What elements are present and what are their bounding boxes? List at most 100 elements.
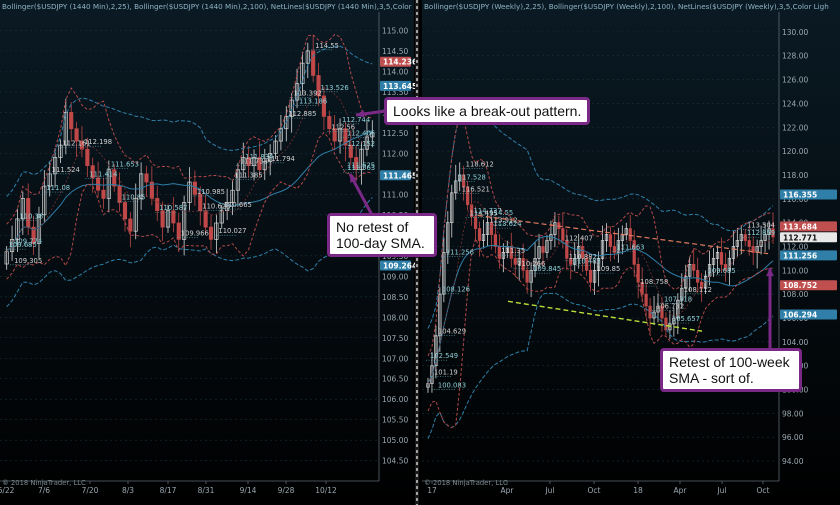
level-label: 110.483 xyxy=(573,258,601,266)
candle-body xyxy=(176,222,181,240)
level-label: 118.612 xyxy=(466,161,494,169)
level-label: 110.985 xyxy=(197,188,225,196)
candle-body xyxy=(700,281,704,289)
y-tick-label: 107.00 xyxy=(382,354,408,363)
outer-band-lower xyxy=(6,197,373,308)
y-tick-label: 98.00 xyxy=(782,409,804,418)
level-label: 104.629 xyxy=(438,327,466,335)
sma-long xyxy=(427,235,774,384)
price-tag-label: 106.294 xyxy=(783,311,817,320)
candle-body xyxy=(446,222,450,253)
candle-body xyxy=(771,228,775,238)
level-label: 113.624 xyxy=(493,220,521,228)
level-label: 114.737 xyxy=(474,207,502,215)
inner-band-lower xyxy=(427,237,774,429)
y-tick-label: 118.00 xyxy=(782,171,808,180)
candle-body xyxy=(668,323,672,331)
candle-body xyxy=(225,202,230,212)
level-label: 112.161 xyxy=(62,140,90,148)
level-label: 114.495 xyxy=(470,210,498,218)
candle-body xyxy=(553,222,557,235)
candle-body xyxy=(545,240,549,253)
candle-body xyxy=(316,75,321,97)
arrow-retest-week-head xyxy=(766,268,774,277)
level-label: 109.685 xyxy=(708,267,736,275)
candle-body xyxy=(616,240,620,253)
price-tag-label: 111.465 xyxy=(383,171,417,180)
candle-body xyxy=(529,269,533,283)
y-tick-label: 108.50 xyxy=(382,293,408,302)
candle-body xyxy=(525,269,529,283)
candle-body xyxy=(660,305,664,319)
candle-body xyxy=(485,222,490,235)
price-tag-label: 109.264 xyxy=(383,261,417,270)
y-tick-label: 120.00 xyxy=(782,147,808,156)
candle-body xyxy=(454,180,458,194)
level-label: 117.528 xyxy=(458,174,486,182)
level-label: 111.08 xyxy=(46,184,70,192)
candle-body xyxy=(632,240,636,265)
x-tick-label: 7/20 xyxy=(82,486,99,495)
price-tag xyxy=(780,189,837,200)
candle-body xyxy=(139,173,144,199)
candle-body xyxy=(343,128,348,146)
x-tick-label: 6/22 xyxy=(0,486,15,495)
candle-body xyxy=(684,275,688,289)
x-tick-label: Jul xyxy=(716,486,726,495)
candle-body xyxy=(15,218,20,240)
candle-body xyxy=(235,169,240,191)
price-tag-label: 116.355 xyxy=(783,191,817,200)
y-tick-label: 94.00 xyxy=(782,457,804,466)
candle-body xyxy=(300,62,305,85)
y-tick-label: 106.00 xyxy=(382,395,408,404)
x-tick-label: Oct xyxy=(757,486,770,495)
inner-band-lower xyxy=(6,131,373,280)
x-tick-label: Oct xyxy=(588,486,601,495)
x-tick-label: Apr xyxy=(674,486,688,495)
candle-body xyxy=(569,258,573,265)
y-tick-label: 114.50 xyxy=(382,47,408,56)
candle-body xyxy=(450,192,454,223)
level-label: 110.665 xyxy=(224,201,252,209)
candle-body xyxy=(214,222,219,240)
candle-body xyxy=(692,264,696,271)
candle-body xyxy=(289,99,294,117)
candle-body xyxy=(69,112,74,130)
level-label: 110.266 xyxy=(517,260,545,268)
candle-body xyxy=(53,157,58,175)
level-label: 114.55 xyxy=(315,42,339,50)
level-label: 109.774 xyxy=(14,238,42,246)
level-label: 110.587 xyxy=(159,204,187,212)
candle-body xyxy=(731,246,735,259)
y-tick-label: 109.00 xyxy=(382,272,408,281)
candle-body xyxy=(608,234,613,247)
annotation-no-retest: No retest of 100-day SMA. xyxy=(327,213,437,257)
candle-body xyxy=(117,185,122,203)
level-label: 113.186 xyxy=(299,98,327,106)
candle-body xyxy=(537,246,541,259)
candle-body xyxy=(501,252,505,259)
candle-body xyxy=(533,258,537,271)
y-tick-label: 104.50 xyxy=(382,457,408,466)
level-label: 111.563 xyxy=(347,164,375,172)
y-tick-label: 104.00 xyxy=(782,338,808,347)
candle-body xyxy=(727,258,732,271)
candle-body xyxy=(149,181,154,199)
price-tag xyxy=(380,80,411,91)
candle-body xyxy=(585,258,589,271)
candle-body xyxy=(219,210,224,224)
y-tick-label: 106.50 xyxy=(382,375,408,384)
y-tick-label: 126.00 xyxy=(782,76,808,85)
candle-body xyxy=(442,252,446,295)
price-tag xyxy=(780,221,837,232)
level-label: 113.912 xyxy=(489,217,517,225)
y-tick-label: 115.00 xyxy=(382,26,408,35)
level-label: 116.521 xyxy=(462,186,490,194)
annotation-arrows xyxy=(348,109,774,351)
level-label: 109.85 xyxy=(597,265,621,273)
x-tick-label: 18 xyxy=(633,486,643,495)
candle-body xyxy=(656,305,660,313)
price-tag xyxy=(780,309,837,320)
level-label: 112.406 xyxy=(347,130,375,138)
